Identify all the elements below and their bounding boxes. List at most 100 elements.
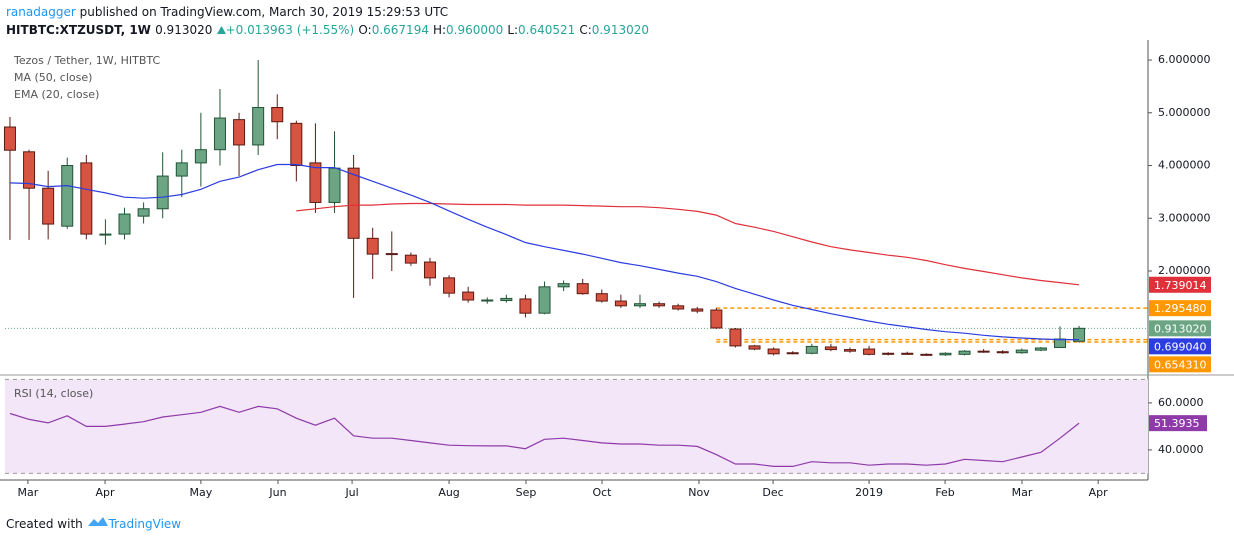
candle-body [156, 175, 169, 210]
overlay-label: 0.699040 [1154, 340, 1207, 353]
candle-body [901, 352, 914, 355]
publish-line: ranadagger published on TradingView.com,… [6, 5, 448, 19]
x-tick-label: Jun [268, 486, 286, 499]
ohlc-value: 0.667194 [371, 23, 429, 37]
x-tick-label: 2019 [855, 486, 883, 499]
candle-body [786, 352, 799, 355]
candle-body [1015, 349, 1028, 354]
last-price-label: 0.913020 [1154, 322, 1207, 335]
candle-body [3, 126, 16, 151]
x-tick-label: Nov [688, 486, 710, 499]
chart: 2.000000 3.000000 4.000000 5.000000 6.000000… [0, 40, 1234, 499]
y-tick-label: 4.000000 [1158, 159, 1211, 172]
overlay-label: 1.739014 [1154, 279, 1207, 292]
rsi-label-box [1149, 415, 1207, 432]
candle-body [920, 353, 933, 356]
author[interactable]: ranadagger [6, 5, 76, 19]
candle-body [939, 352, 952, 356]
candle-body [805, 345, 818, 354]
overlay-line [296, 202, 1080, 286]
ohlc: O:0.667194 H:0.960000 L:0.640521 C:0.913020 [358, 23, 653, 37]
candle-body [958, 350, 971, 355]
candle-body [385, 253, 398, 256]
pane-title: Tezos / Tether, 1W, HITBTC [13, 54, 160, 67]
x-tick-label: Aug [438, 486, 459, 499]
candle-body [977, 350, 990, 353]
symbol-line: HITBTC:XTZUSDT, 1W 0.913020 +0.013963 (+… [6, 23, 653, 37]
rsi-line [9, 405, 1080, 467]
legend-entry: EMA (20, close) [14, 88, 99, 101]
change: +0.013963 (+1.55%) [225, 23, 355, 37]
ohlc-key: C: [579, 23, 592, 37]
candle-body [882, 352, 895, 355]
candle-body [710, 309, 723, 329]
y-tick-label: 40.0000 [1158, 443, 1204, 456]
candle-body [423, 261, 436, 279]
candle-body [500, 297, 513, 302]
brand[interactable]: TradingView [108, 517, 182, 531]
candle-body [557, 283, 570, 288]
candle-body [1073, 327, 1086, 342]
candle-body [748, 345, 761, 350]
candle-body [1034, 347, 1047, 351]
x-tick-label: Oct [592, 486, 612, 499]
x-tick-label: May [190, 486, 213, 499]
candle-body [691, 308, 704, 312]
candle-body [481, 299, 494, 302]
candle-body [538, 286, 551, 314]
level-label: 0.654310 [1154, 358, 1207, 371]
candle-body [843, 349, 856, 352]
candle-body [290, 122, 303, 167]
candle-body [118, 213, 131, 235]
candle-body [252, 107, 265, 146]
y-tick-label: 3.000000 [1158, 211, 1211, 224]
overlay-line [9, 163, 1080, 341]
candle-body [309, 162, 322, 203]
y-tick-label: 60.0000 [1158, 396, 1204, 409]
rsi-band [5, 379, 1148, 474]
x-tick-label: Apr [96, 486, 116, 499]
footer: Created with TradingView [6, 516, 181, 531]
candle-body [42, 187, 55, 225]
symbol: HITBTC:XTZUSDT, 1W [6, 23, 151, 37]
candle-body [328, 167, 341, 203]
logo [87, 517, 108, 526]
x-tick-label: Apr [1089, 486, 1109, 499]
ohlc-value: 0.913020 [591, 23, 649, 37]
x-tick-label: Sep [516, 486, 537, 499]
candle-body [233, 119, 246, 146]
candle-body [194, 149, 207, 164]
x-tick-label: Feb [935, 486, 954, 499]
candle-body [519, 298, 532, 314]
candle-body [767, 348, 780, 355]
candle-body [443, 277, 456, 294]
candle-body [347, 167, 360, 239]
ohlc-value: 0.640521 [518, 23, 576, 37]
y-tick-label: 5.000000 [1158, 106, 1211, 119]
candle-body [1053, 338, 1066, 348]
ohlc-key: L: [507, 23, 519, 37]
candle-body [863, 348, 876, 355]
ohlc-key: O: [358, 23, 372, 37]
x-tick-label: Dec [762, 486, 783, 499]
legend-entry: MA (50, close) [14, 71, 92, 84]
candle-body [175, 162, 188, 177]
candle-body [824, 346, 837, 351]
last: 0.913020 [155, 23, 213, 37]
candle-body [653, 303, 666, 307]
x-tick-label: Jul [344, 486, 358, 499]
candle-body [633, 303, 646, 307]
candle-body [61, 165, 74, 227]
pane-title: RSI (14, close) [14, 387, 93, 400]
up-arrow [216, 26, 226, 34]
ohlc-value: 0.960000 [446, 23, 504, 37]
candle-body [23, 151, 36, 189]
x-tick-label: Mar [1012, 486, 1033, 499]
level-label: 1.295480 [1154, 302, 1207, 315]
price-label-box [1149, 338, 1211, 355]
created: Created with [6, 517, 83, 531]
candle-body [137, 208, 150, 217]
candle-body [996, 351, 1009, 354]
ohlc-key: H: [432, 23, 447, 37]
